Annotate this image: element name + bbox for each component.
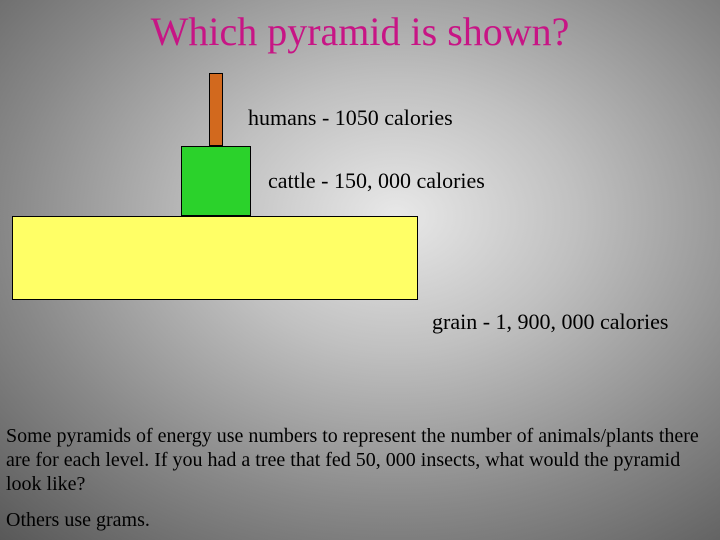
pyramid-label-grain: grain - 1, 900, 000 calories [432, 309, 668, 335]
pyramid-level-cattle [181, 146, 251, 216]
body-paragraph-2: Others use grams. [6, 508, 150, 532]
pyramid-level-grain [12, 216, 418, 300]
body-paragraph-1: Some pyramids of energy use numbers to r… [6, 424, 706, 496]
pyramid-level-humans [209, 73, 223, 146]
pyramid-label-cattle: cattle - 150, 000 calories [268, 168, 485, 194]
energy-pyramid: humans - 1050 calories cattle - 150, 000… [0, 73, 720, 373]
pyramid-label-humans: humans - 1050 calories [248, 105, 453, 131]
slide-title: Which pyramid is shown? [0, 0, 720, 55]
